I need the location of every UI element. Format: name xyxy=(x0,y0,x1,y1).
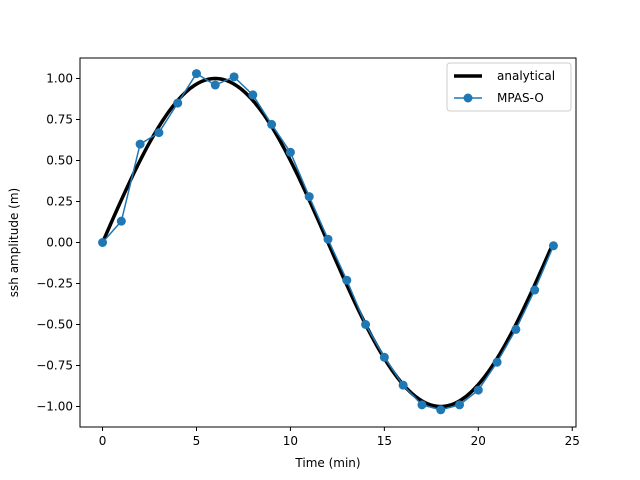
data-point-mpas-o xyxy=(248,90,258,100)
y-tick-label: −0.25 xyxy=(36,277,73,291)
data-point-mpas-o xyxy=(548,241,558,251)
data-point-mpas-o xyxy=(304,192,314,202)
data-point-mpas-o xyxy=(398,380,408,390)
data-point-mpas-o xyxy=(173,98,183,108)
data-point-mpas-o xyxy=(511,324,521,334)
legend: analytical MPAS-O xyxy=(446,62,572,112)
y-axis-label: ssh amplitude (m) xyxy=(7,188,21,297)
data-point-mpas-o xyxy=(98,238,108,247)
y-tick-label: 1.00 xyxy=(46,72,73,86)
data-point-mpas-o xyxy=(154,128,164,138)
y-tick-label: 0.25 xyxy=(46,195,73,209)
x-tick-label: 25 xyxy=(565,434,580,448)
y-tick-label: 0.00 xyxy=(46,236,73,250)
data-point-mpas-o xyxy=(492,357,502,367)
legend-marker-mpas-o xyxy=(463,93,473,103)
data-point-mpas-o xyxy=(342,275,352,285)
legend-label-mpas-o: MPAS-O xyxy=(497,91,544,105)
data-point-mpas-o xyxy=(116,216,126,226)
y-tick-label: −0.75 xyxy=(36,359,73,373)
data-point-mpas-o xyxy=(135,139,145,149)
data-point-mpas-o xyxy=(473,385,483,395)
data-point-mpas-o xyxy=(379,352,389,362)
y-axis: −1.00 −0.75 −0.50 −0.25 0.00 0.25 0.50 0.75 1.00 xyxy=(36,72,80,414)
data-point-mpas-o xyxy=(417,400,427,410)
x-tick-label: 15 xyxy=(377,434,392,448)
x-axis-label: Time (min) xyxy=(294,456,360,470)
x-axis: 0 5 10 15 20 25 xyxy=(99,427,580,448)
y-tick-label: −0.50 xyxy=(36,318,73,332)
x-tick-label: 10 xyxy=(283,434,298,448)
x-tick-label: 0 xyxy=(99,434,107,448)
data-point-mpas-o xyxy=(285,147,295,157)
data-point-mpas-o xyxy=(191,69,201,79)
legend-label-analytical: analytical xyxy=(497,69,555,83)
y-tick-label: 0.50 xyxy=(46,154,73,168)
data-point-mpas-o xyxy=(229,72,239,82)
data-point-mpas-o xyxy=(323,234,333,244)
series-layer xyxy=(98,69,558,415)
data-point-mpas-o xyxy=(210,80,220,90)
x-tick-label: 20 xyxy=(471,434,486,448)
data-point-mpas-o xyxy=(361,320,371,329)
data-point-mpas-o xyxy=(530,285,540,295)
data-point-mpas-o xyxy=(455,400,465,410)
data-point-mpas-o xyxy=(436,405,446,415)
y-tick-label: −1.00 xyxy=(36,400,73,414)
data-point-mpas-o xyxy=(267,119,277,129)
y-tick-label: 0.75 xyxy=(46,113,73,127)
x-tick-label: 5 xyxy=(193,434,201,448)
